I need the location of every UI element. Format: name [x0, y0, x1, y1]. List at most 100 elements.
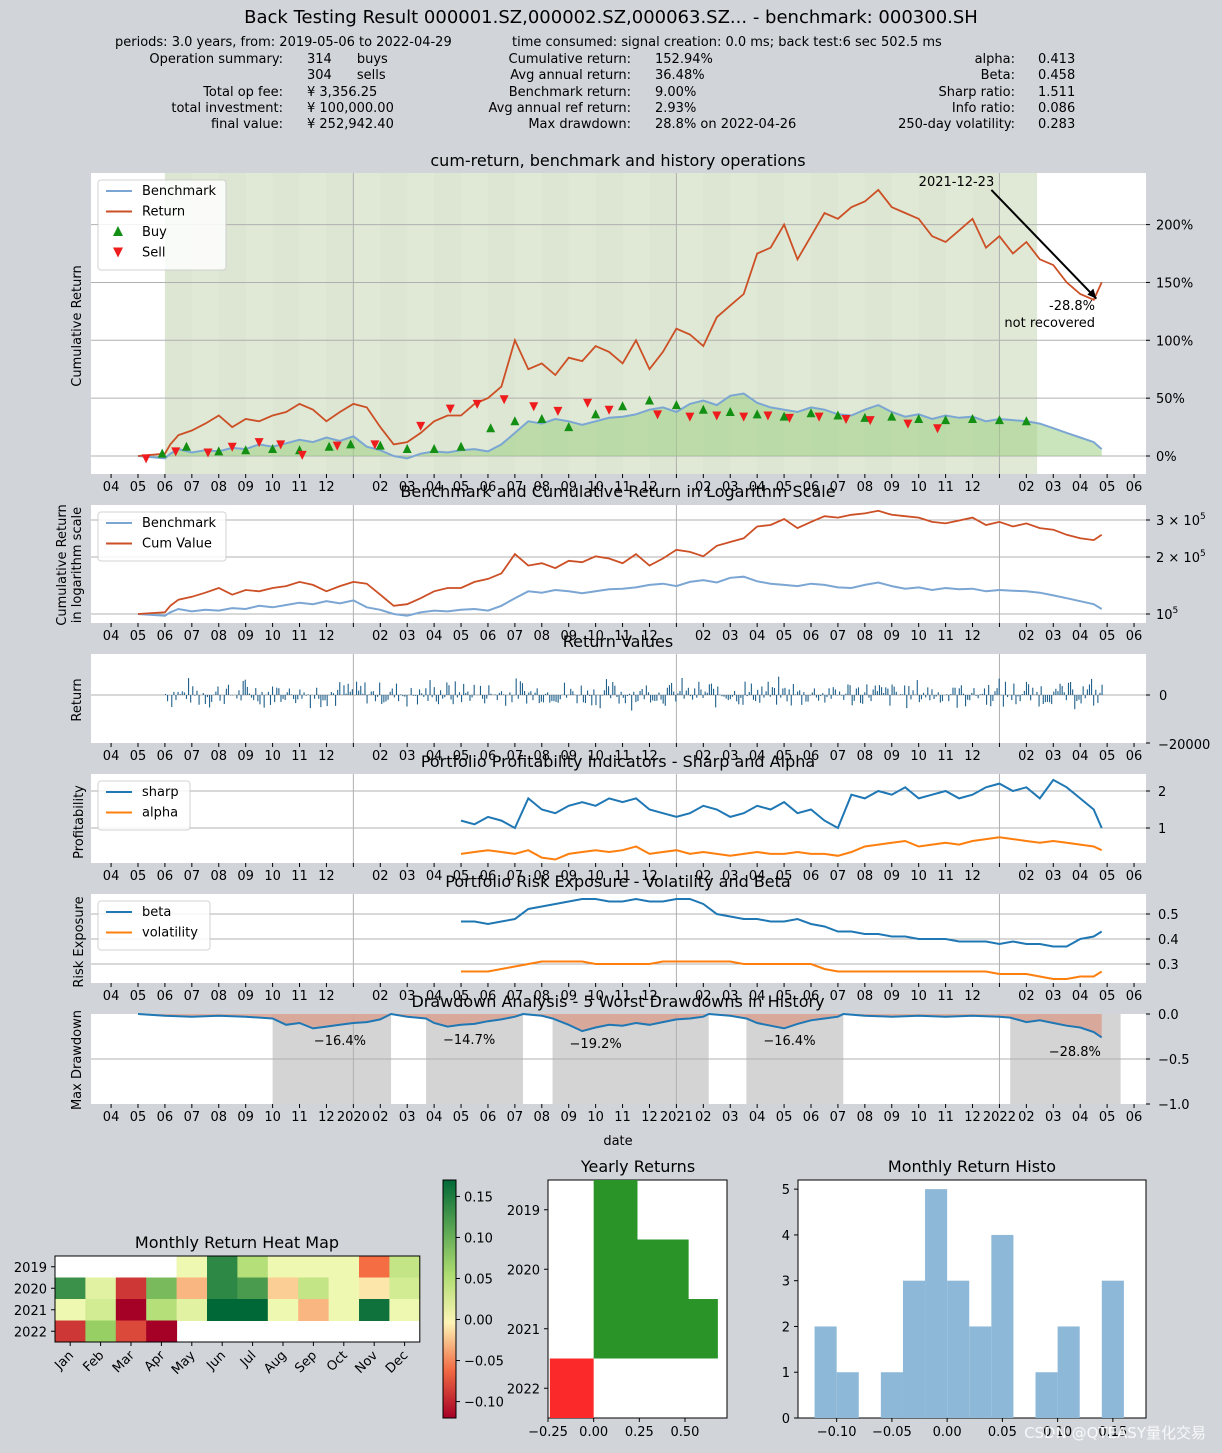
return-bar: [992, 695, 994, 701]
return-bar: [876, 691, 878, 695]
volatility-line: [461, 960, 1103, 980]
cumret-legend-marker: [113, 247, 123, 258]
return-bar: [484, 695, 486, 704]
return-bar: [580, 685, 582, 695]
return-bar: [958, 688, 960, 695]
heatmap-cell: [267, 1256, 299, 1278]
return-bar: [1059, 683, 1061, 695]
return-bar: [559, 695, 561, 700]
buy-marker: [157, 448, 167, 458]
profit-tick-label: 09: [560, 869, 577, 884]
drawdown-peak-date: 2021-12-23: [919, 175, 995, 190]
return-bar: [744, 681, 746, 695]
logscale-title: Benchmark and Cumulative Return in Logar…: [400, 482, 835, 501]
return-bar: [368, 694, 370, 695]
histo-bar: [925, 1189, 948, 1418]
return-bar: [664, 695, 666, 706]
cumret-tick-label: 05: [776, 480, 793, 495]
return-bar: [188, 678, 190, 695]
return-bar: [421, 693, 423, 695]
return-bar: [171, 695, 173, 708]
return-bar: [937, 692, 939, 695]
drawdown-title: Drawdown Analysis - 5 Worst Drawdowns in…: [411, 992, 824, 1011]
return-bar: [1065, 695, 1067, 701]
profit-background: [91, 774, 1146, 863]
heatmap-cell: [207, 1256, 238, 1278]
drawdown-tick-label: 02: [695, 1110, 712, 1125]
returns-tick-label: 04: [103, 749, 120, 764]
return-bar: [316, 687, 318, 695]
risk-tick-label: 05: [776, 989, 793, 1004]
return-bar: [175, 695, 177, 701]
sells-count: 304: [307, 68, 332, 84]
return-bar: [591, 695, 593, 706]
drawdown-label: −14.7%: [443, 1033, 495, 1048]
cumret-ytick-label: 150%: [1156, 276, 1193, 291]
histo-bar: [969, 1326, 992, 1418]
cumret-title: cum-return, benchmark and history operat…: [430, 151, 805, 170]
drawdown-tick-label: 11: [614, 1110, 631, 1125]
returns-tick-label: 08: [857, 749, 874, 764]
cumret-legend-label: Benchmark: [142, 184, 217, 199]
return-bar: [612, 682, 614, 695]
profit-title: Portfolio Profitability Indicators - Sha…: [421, 752, 815, 771]
sell-marker: [712, 411, 722, 421]
return-bar: [553, 695, 555, 702]
return-bar: [198, 695, 200, 705]
return-bar: [1040, 686, 1042, 695]
return-bar: [498, 692, 500, 695]
ops-label: Operation summary:: [149, 52, 283, 67]
buy-marker: [887, 411, 897, 421]
return-bar: [948, 695, 950, 702]
cumret-tick-label: 04: [749, 480, 766, 495]
risk-tick-label: 08: [857, 989, 874, 1004]
cumret-tick-label: 12: [318, 480, 335, 495]
heatmap-month-label: Sep: [292, 1348, 320, 1376]
logscale-ylabel-line2: in logarithm scale: [70, 507, 85, 623]
info-value: 0.086: [1038, 100, 1076, 116]
return-bar: [301, 695, 303, 699]
return-bar: [173, 691, 175, 695]
returns-tick-label: 11: [614, 749, 631, 764]
sell-marker: [499, 395, 509, 405]
return-bar: [1053, 691, 1055, 695]
colorbar: [442, 1179, 457, 1419]
return-bar: [1017, 695, 1019, 697]
mdd-label: Max drawdown:: [528, 117, 631, 133]
return-bar: [395, 683, 398, 695]
colorbar-tick-label: 0.15: [464, 1190, 493, 1205]
return-bar: [933, 695, 935, 700]
logscale-tick-label: 05: [130, 629, 147, 644]
return-bar: [566, 695, 568, 698]
info-label: Info ratio:: [951, 100, 1015, 116]
drawdown-tick-label: 05: [453, 1110, 470, 1125]
cumret-return-line: [137, 188, 1103, 457]
return-bar: [454, 681, 456, 695]
heatmap-month-label: Dec: [383, 1348, 411, 1376]
logscale-legend-label: Benchmark: [142, 516, 217, 531]
return-bar: [717, 686, 719, 695]
profit-tick-label: 09: [883, 869, 900, 884]
return-bar: [286, 692, 288, 695]
mdd-value: 28.8% on 2022-04-26: [655, 117, 797, 133]
return-bar: [757, 689, 759, 695]
return-bar: [889, 695, 891, 706]
logscale-ytick-label: 2 × 105: [1156, 549, 1206, 566]
cumret-tick-label: 08: [857, 480, 874, 495]
return-bar: [971, 692, 973, 695]
return-bar: [692, 695, 694, 700]
sell-marker: [784, 413, 794, 423]
return-bar: [862, 695, 864, 704]
return-bar: [379, 682, 381, 695]
returns-tick-label: 08: [210, 749, 227, 764]
profit-ytick-label: 2: [1158, 785, 1166, 800]
heatmap-month-label: Jan: [52, 1348, 77, 1373]
buy-marker: [537, 413, 547, 423]
profit-tick-label: 10: [910, 869, 927, 884]
return-bar: [866, 684, 868, 695]
return-bar: [908, 686, 910, 695]
risk-tick-label: 06: [803, 989, 820, 1004]
return-bar: [696, 695, 698, 698]
risk-tick-label: 02: [1018, 989, 1035, 1004]
risk-tick-label: 08: [534, 989, 551, 1004]
